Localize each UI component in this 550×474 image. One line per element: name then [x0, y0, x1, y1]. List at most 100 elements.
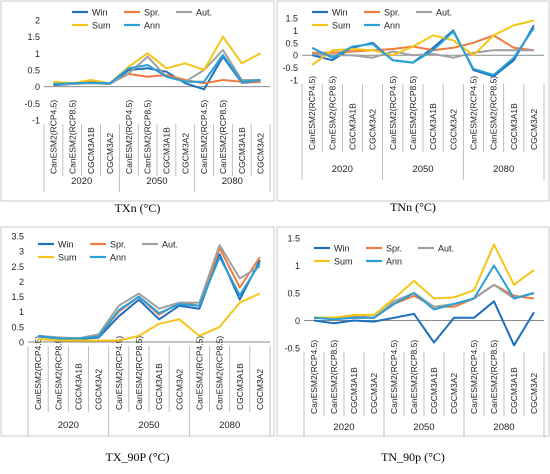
category-label: CGCM3A2	[94, 369, 104, 410]
legend-label: Sum	[58, 253, 77, 263]
category-label: CGCM3A2	[368, 109, 378, 150]
category-label: CanESM2(RCP4.5)	[124, 100, 134, 174]
series-line-sum	[53, 35, 262, 85]
legend-label: Spr.	[110, 240, 126, 250]
category-label: CanESM2(RCP4.5)	[194, 336, 204, 410]
chart-svg: 1.5 1 0.5 0 -0.5 CanESM2(RCP4.5) CanESM2(RCP8.…	[276, 226, 550, 464]
category-label: CanESM2(RCP4.5)	[389, 340, 399, 414]
chart-frame	[0, 226, 275, 437]
category-label: CanESM2(RCP8.5)	[218, 100, 228, 174]
y-tick-label: 1	[35, 49, 40, 59]
y-tick-label: 0.5	[285, 38, 298, 48]
group-label: 2080	[493, 422, 514, 433]
category-label: CGCM3A1B	[349, 367, 359, 414]
y-tick-label: 1	[293, 26, 298, 36]
y-tick-label: 0	[19, 338, 24, 348]
y-tick-label: 0	[295, 316, 300, 326]
legend-label: Spr.	[144, 8, 160, 18]
category-label: CanESM2(RCP4.5)	[309, 340, 319, 414]
category-label: CanESM2(RCP8.5)	[489, 340, 499, 414]
series-line-win	[313, 300, 535, 347]
category-label: CGCM3A2	[529, 109, 539, 150]
legend-label: Ann	[386, 257, 402, 267]
category-label: CanESM2(RCP4.5)	[33, 336, 43, 410]
category-label: CGCM3A2	[180, 133, 190, 174]
legend-label: Sum	[92, 21, 111, 31]
chart-caption: TN_90p (°C)	[381, 450, 445, 464]
category-label: CanESM2(RCP8.5)	[489, 76, 499, 150]
category-label: CGCM3A2	[174, 369, 184, 410]
category-label: CGCM3A2	[448, 109, 458, 150]
legend-label: Win	[58, 240, 74, 250]
category-label: CanESM2(RCP4.5)	[388, 76, 398, 150]
category-label: CanESM2(RCP4.5)	[199, 100, 209, 174]
category-label: CanESM2(RCP4.5)	[307, 76, 317, 150]
chart-panel-tx90p: 3.5 3 2.5 2 1.5 1 0.5 0 CanESM2(RCP4.5) CanESM2(R…	[0, 226, 275, 469]
chart-caption: TXn (°C)	[115, 201, 161, 215]
y-tick-label: 0	[293, 51, 298, 61]
legend-label: Sum	[334, 257, 353, 267]
y-tick-label: 3.5	[11, 232, 24, 242]
y-tick-label: 0.5	[11, 322, 24, 332]
y-tick-label: -1	[32, 116, 40, 126]
group-label: 2080	[222, 176, 243, 187]
series-line-ann	[37, 256, 261, 340]
y-tick-label: -0.5	[284, 344, 300, 354]
group-label: 2050	[146, 176, 167, 187]
legend-label: Win	[332, 8, 348, 18]
category-label: CGCM3A1B	[237, 127, 247, 174]
y-tick-label: 0.5	[287, 289, 300, 299]
category-label: CGCM3A1B	[235, 363, 245, 410]
group-label: 2080	[493, 164, 514, 175]
y-tick-label: -0.5	[24, 99, 40, 109]
y-tick-label: 1	[295, 261, 300, 271]
category-label: CGCM3A1B	[428, 103, 438, 150]
y-tick-label: 1.5	[27, 32, 40, 42]
legend-label: Ann	[144, 21, 160, 31]
legend-label: Spr.	[384, 8, 400, 18]
legend-label: Aut.	[438, 244, 454, 254]
y-tick-label: 0.5	[27, 66, 40, 76]
y-tick-label: 1.5	[285, 14, 298, 24]
category-label: CGCM3A1B	[154, 363, 164, 410]
category-label: CanESM2(RCP4.5)	[469, 340, 479, 414]
category-label: CGCM3A2	[105, 133, 115, 174]
y-tick-label: 2	[35, 16, 40, 26]
legend-label: Win	[92, 8, 108, 18]
y-tick-label: 1	[19, 307, 24, 317]
series-line-spr	[312, 34, 535, 54]
category-label: CanESM2(RCP8.5)	[329, 340, 339, 414]
category-label: CanESM2(RCP8.5)	[143, 100, 153, 174]
group-label: 2020	[58, 420, 79, 431]
chart-panel-tnn: 1.5 1 0.5 0 -0.5 -1 CanESM2(RCP4.5) CanESM2(RCP…	[276, 0, 550, 218]
group-label: 2050	[413, 422, 434, 433]
series-line-ann	[53, 54, 261, 85]
series-line-aut	[312, 49, 534, 59]
category-label: CanESM2(RCP8.5)	[215, 336, 225, 410]
category-label: CGCM3A2	[256, 133, 266, 174]
category-label: CGCM3A2	[529, 373, 539, 414]
chart-frame	[0, 0, 275, 202]
chart-svg: 1.5 1 0.5 0 -0.5 -1 CanESM2(RCP4.5) CanESM2(RCP…	[276, 0, 550, 214]
series-line-sum	[38, 292, 261, 342]
legend-label: Ann	[110, 253, 126, 263]
y-tick-label: -1	[290, 76, 298, 86]
category-label: CGCM3A1B	[509, 103, 519, 150]
legend-label: Sum	[332, 21, 351, 31]
series-line-sum	[314, 243, 535, 319]
group-label: 2050	[412, 164, 433, 175]
group-label: 2080	[219, 420, 240, 431]
category-label: CGCM3A2	[449, 373, 459, 414]
series-line-ann	[311, 27, 535, 76]
group-label: 2050	[138, 420, 159, 431]
category-label: CGCM3A2	[369, 373, 379, 414]
y-tick-label: 3	[19, 247, 24, 257]
category-label: CGCM3A1B	[509, 367, 519, 414]
category-label: CanESM2(RCP8.5)	[409, 340, 419, 414]
series-line-ann	[313, 264, 535, 321]
chart-caption: TX_90P (°C)	[105, 450, 169, 464]
category-label: CanESM2(RCP8.5)	[67, 100, 77, 174]
category-label: CanESM2(RCP4.5)	[468, 76, 478, 150]
chart-panel-txn: 2 1.5 1 0.5 0 -0.5 -1 CanESM2(RCP4.5) CanESM2(RC…	[0, 0, 275, 218]
legend-label: Aut.	[196, 8, 212, 18]
